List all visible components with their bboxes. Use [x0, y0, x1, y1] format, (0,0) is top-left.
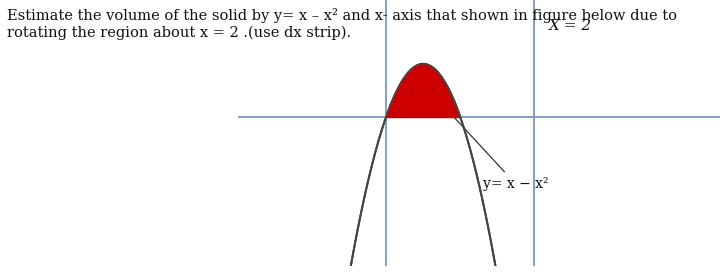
- Text: X = 2: X = 2: [549, 19, 593, 33]
- Text: Estimate the volume of the solid by y= x – x² and x- axis that shown in figure b: Estimate the volume of the solid by y= x…: [7, 8, 678, 40]
- Text: y= x − x²: y= x − x²: [437, 99, 548, 191]
